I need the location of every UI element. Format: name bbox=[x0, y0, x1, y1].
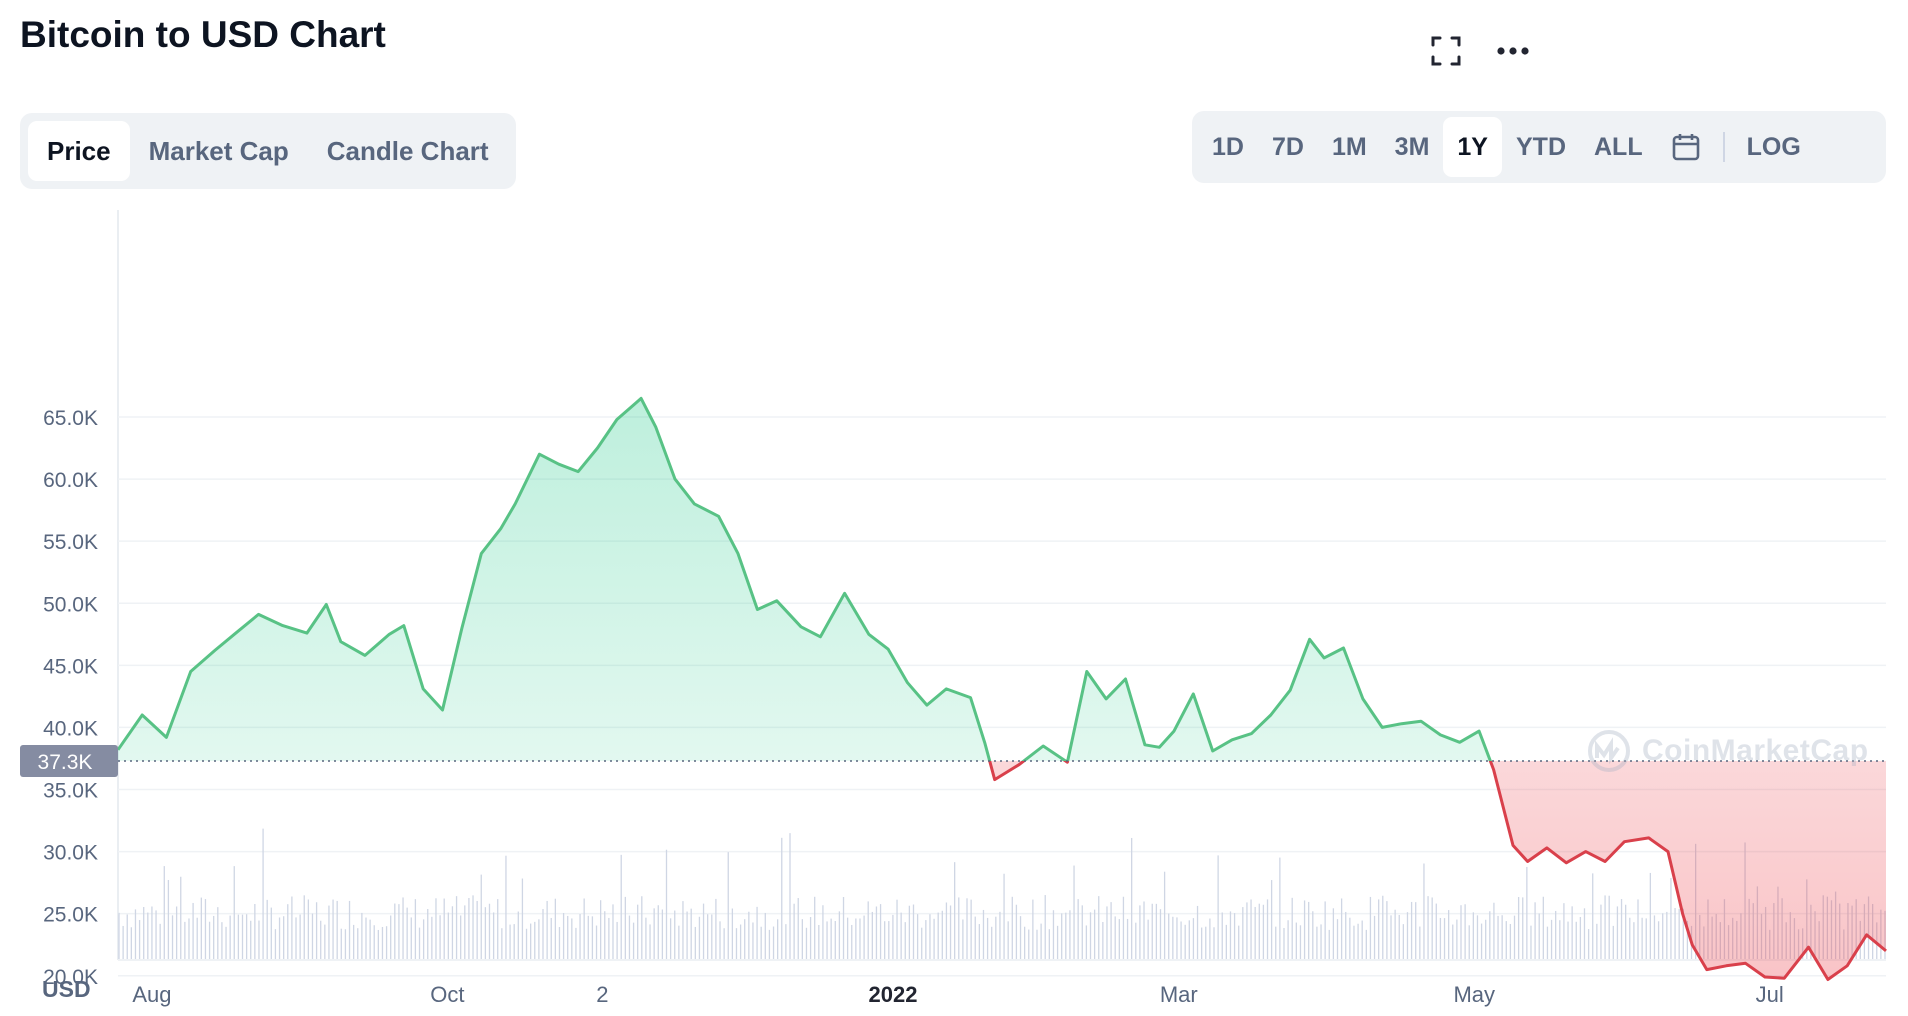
range-ytd[interactable]: YTD bbox=[1516, 133, 1566, 161]
x-tick-label: Oct bbox=[430, 982, 464, 1007]
range-1d[interactable]: 1D bbox=[1212, 133, 1244, 161]
more-icon[interactable] bbox=[1490, 28, 1536, 74]
page-title: Bitcoin to USD Chart bbox=[20, 14, 386, 55]
area-fill-above bbox=[118, 398, 1886, 761]
range-3m[interactable]: 3M bbox=[1394, 133, 1430, 161]
log-scale-toggle[interactable]: LOG bbox=[1746, 133, 1801, 161]
time-range-tabs: 1D 7D 1M 3M 1Y YTD ALL LOG bbox=[1192, 111, 1886, 183]
range-divider bbox=[1722, 132, 1725, 162]
y-tick-label: 45.0K bbox=[43, 655, 98, 678]
calendar-icon[interactable] bbox=[1657, 117, 1715, 177]
area-fill-below bbox=[989, 760, 1886, 980]
baseline-badge bbox=[20, 744, 118, 777]
x-tick-label: May bbox=[1453, 982, 1495, 1007]
tab-price[interactable]: Price bbox=[28, 121, 130, 181]
price-line-up bbox=[116, 396, 1492, 761]
y-tick-label: 65.0K bbox=[43, 407, 98, 430]
price-line-down bbox=[988, 760, 1887, 981]
watermark-text: CoinMarketCap bbox=[1642, 734, 1869, 767]
x-tick-label: Jul bbox=[1756, 982, 1784, 1007]
y-tick-label: 25.0K bbox=[43, 904, 98, 927]
baseline-label: 37.3K bbox=[38, 751, 93, 774]
x-tick-label: Mar bbox=[1160, 982, 1198, 1007]
range-all[interactable]: ALL bbox=[1594, 133, 1643, 161]
y-tick-label: 60.0K bbox=[43, 469, 98, 492]
y-tick-label: 55.0K bbox=[43, 531, 98, 554]
watermark: CoinMarketCap bbox=[1586, 728, 1869, 774]
y-tick-label: 50.0K bbox=[43, 593, 98, 616]
x-tick-label: Aug bbox=[132, 982, 171, 1007]
y-tick-label: 35.0K bbox=[43, 780, 98, 803]
chart-view-tabs: Price Market Cap Candle Chart bbox=[20, 113, 516, 189]
range-1m[interactable]: 1M bbox=[1331, 133, 1367, 161]
x-tick-label: 2022 bbox=[869, 982, 918, 1007]
y-tick-label: 30.0K bbox=[43, 842, 98, 865]
range-7d[interactable]: 7D bbox=[1271, 133, 1304, 161]
y-tick-label: 20.0K bbox=[43, 966, 98, 989]
tab-candle-chart[interactable]: Candle Chart bbox=[326, 136, 489, 166]
currency-label: USD bbox=[42, 976, 91, 1002]
tab-market-cap[interactable]: Market Cap bbox=[148, 136, 289, 166]
fullscreen-icon[interactable] bbox=[1423, 28, 1469, 74]
y-tick-label: 40.0K bbox=[43, 717, 98, 740]
x-tick-label: 2 bbox=[596, 982, 608, 1007]
range-1y[interactable]: 1Y bbox=[1443, 117, 1502, 177]
coinmarketcap-logo-icon bbox=[1588, 730, 1630, 772]
